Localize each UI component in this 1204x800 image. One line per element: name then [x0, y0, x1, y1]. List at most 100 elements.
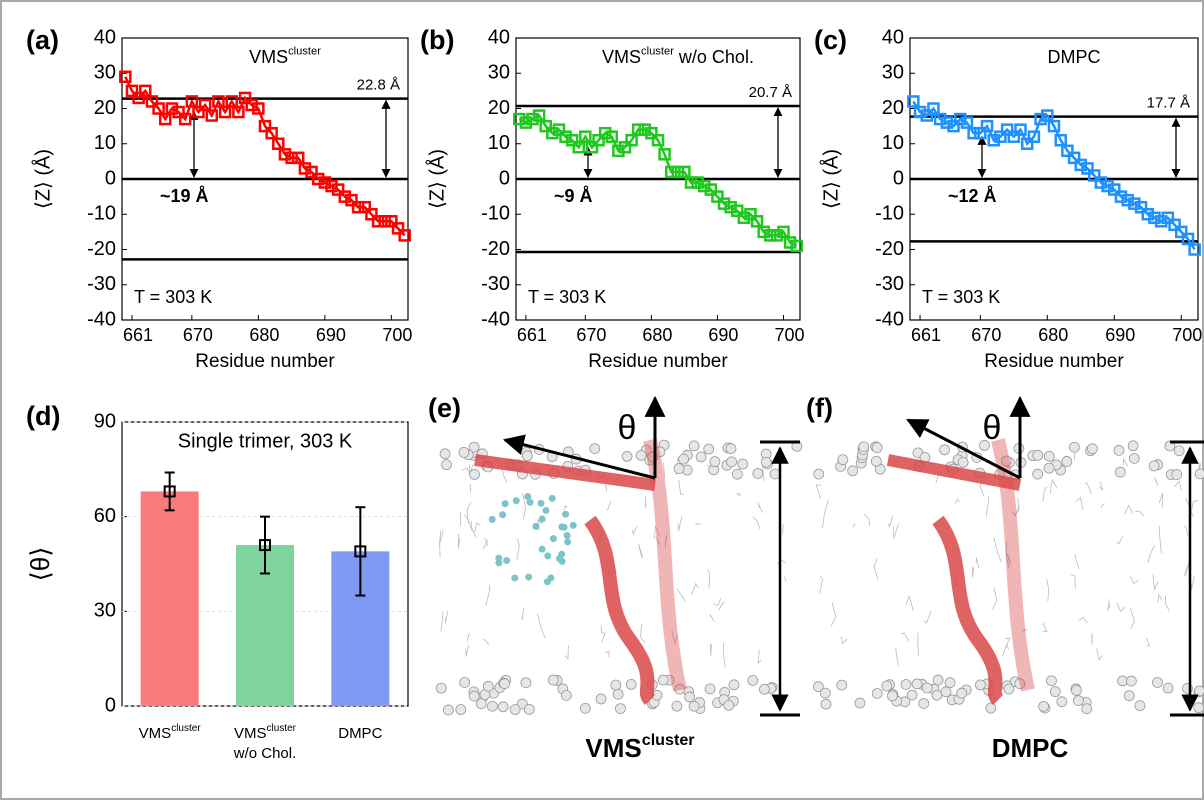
lipid-head: [1162, 682, 1174, 694]
text: VMS: [602, 47, 641, 67]
cholesterol: [549, 535, 557, 543]
rich-text: VMScluster: [585, 731, 695, 763]
data-point: [1014, 123, 1027, 136]
lipid-head: [621, 451, 633, 462]
lipid-tail: [564, 645, 569, 660]
data-point: [691, 176, 704, 189]
lipid-tail: [522, 493, 527, 520]
cholesterol: [538, 515, 546, 523]
lipid-head: [1003, 683, 1015, 695]
x-tick-label: 690: [708, 325, 738, 345]
y-tick-label: 10: [882, 132, 904, 154]
lipid-tail: [1014, 497, 1020, 515]
lipid-head: [442, 704, 454, 716]
x-tick-label: 661: [517, 325, 547, 345]
lipid-head: [940, 686, 952, 698]
lipid-tail: [993, 537, 1002, 563]
cholesterol: [560, 523, 568, 531]
lipid-head: [475, 698, 487, 710]
data-point: [385, 215, 398, 228]
data-point: [907, 95, 920, 108]
y-tick-label: 10: [488, 132, 510, 154]
lipid-tail: [653, 525, 661, 539]
data-point: [757, 225, 770, 239]
data-point: [285, 151, 298, 165]
mean-marker: [259, 539, 271, 552]
lipid-head: [1049, 686, 1061, 698]
lipid-head: [703, 443, 715, 455]
lipid-tail: [713, 598, 722, 606]
lipid-head: [684, 691, 696, 703]
data-point: [953, 112, 967, 126]
data-point: [697, 179, 711, 193]
thickness-label: 20.7 Å: [749, 84, 792, 101]
lipid-head: [615, 703, 626, 715]
x-tick-label: 670: [971, 325, 1001, 345]
lipid-tail: [905, 595, 914, 612]
data-point: [612, 144, 625, 158]
lipid-tail: [484, 537, 489, 547]
bar: [140, 491, 199, 706]
lipid-head: [439, 448, 451, 460]
lipid-tail: [972, 566, 975, 578]
rich-text: DMPC: [992, 733, 1069, 763]
x-tick-label: 700: [382, 325, 412, 345]
y-tick-label: -20: [875, 238, 904, 260]
lipid-head: [870, 455, 882, 467]
y-tick-label: -40: [87, 308, 116, 330]
lipid-tail: [483, 639, 490, 646]
lipid-tail: [975, 557, 980, 569]
lipid-tail: [923, 610, 932, 624]
lipid-head: [674, 683, 686, 695]
lipid-tail: [757, 649, 762, 664]
data-point: [1081, 162, 1094, 175]
y-tick-label: 20: [488, 97, 510, 119]
data-point: [585, 141, 599, 154]
lipid-head: [931, 689, 943, 701]
lipid-tail: [438, 530, 444, 546]
data-point: [618, 141, 632, 154]
data-point: [579, 130, 592, 143]
lipid-head: [1038, 700, 1049, 712]
data-point: [750, 215, 764, 228]
data-point: [1128, 197, 1141, 210]
data-point: [178, 112, 192, 126]
data-point: [744, 208, 757, 221]
data-point: [777, 225, 790, 239]
lipid-tail: [736, 492, 742, 496]
lipid-head: [688, 700, 700, 712]
data-point: [345, 193, 358, 207]
lipid-tail: [664, 534, 668, 548]
data-point: [559, 130, 572, 143]
lipid-head: [560, 690, 572, 701]
data-point: [770, 229, 784, 242]
data-point: [1094, 176, 1108, 189]
lipid-head: [1061, 456, 1073, 467]
lipid-tail: [600, 624, 606, 634]
data-point: [198, 98, 212, 112]
x-tick-label: DMPC: [338, 725, 382, 742]
lipid-head: [688, 440, 700, 452]
panel-label: (c): [814, 25, 847, 55]
x-axis-label: Residue number: [984, 351, 1124, 372]
data-point: [139, 84, 152, 98]
lipid-head: [547, 674, 559, 686]
data-point: [546, 126, 559, 140]
cholesterol: [501, 500, 509, 508]
data-point: [704, 183, 718, 196]
data-point: [731, 204, 744, 217]
lipid-head: [709, 456, 721, 468]
y-tick-label: 60: [94, 505, 116, 527]
superscript: cluster: [267, 723, 297, 734]
lipid-head: [944, 677, 956, 689]
lipid-tail: [563, 505, 568, 511]
lipid-head: [932, 674, 944, 686]
data-point: [565, 133, 579, 147]
data-point: [292, 151, 305, 165]
data-point: [338, 190, 352, 203]
lipid-head: [497, 701, 509, 713]
angle-label: θ: [618, 409, 637, 447]
y-tick-label: 20: [94, 97, 116, 119]
y-tick-label: 20: [882, 97, 904, 119]
data-point: [980, 119, 994, 133]
